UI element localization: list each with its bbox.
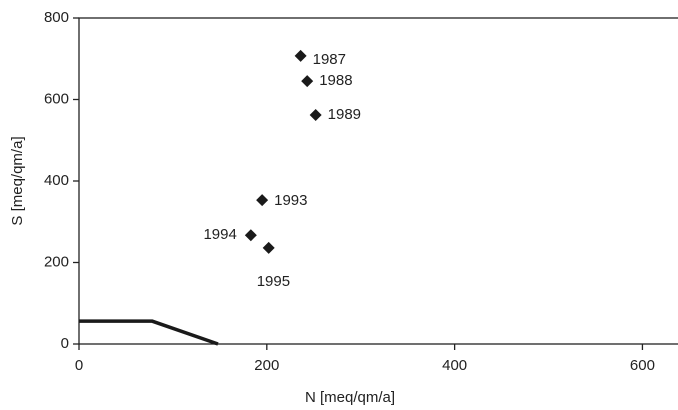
- point-label: 1987: [313, 51, 346, 68]
- point: [262, 241, 275, 254]
- point: [244, 229, 257, 242]
- y-tick-label: 400: [44, 172, 69, 189]
- point-label: 1994: [203, 226, 236, 243]
- point: [256, 194, 269, 207]
- point: [294, 49, 307, 62]
- point: [309, 108, 322, 121]
- point-label: 1995: [257, 273, 290, 290]
- x-tick-label: 200: [254, 357, 279, 374]
- y-axis-label: S [meq/qm/a]: [9, 136, 26, 225]
- y-tick-label: 800: [44, 9, 69, 26]
- point-label: 1993: [274, 192, 307, 209]
- plot-frame: [78, 17, 678, 345]
- y-tick-label: 600: [44, 90, 69, 107]
- point-label: 1988: [319, 72, 352, 89]
- y-tick-label: 0: [61, 335, 69, 352]
- x-tick-label: 0: [75, 357, 83, 374]
- point-label: 1989: [328, 106, 361, 123]
- x-tick-label: 600: [630, 357, 655, 374]
- y-tick-label: 200: [44, 253, 69, 270]
- boundary-line: [79, 319, 219, 346]
- x-tick-label: 400: [442, 357, 467, 374]
- x-axis-label: N [meq/qm/a]: [305, 389, 395, 406]
- point: [301, 75, 314, 88]
